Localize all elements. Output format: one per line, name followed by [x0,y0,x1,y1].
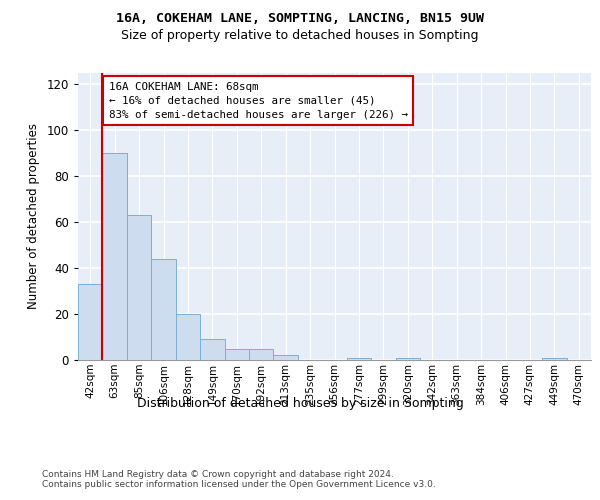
Bar [542,358,566,360]
Bar [274,356,298,360]
Text: 16A COKEHAM LANE: 68sqm
← 16% of detached houses are smaller (45)
83% of semi-de: 16A COKEHAM LANE: 68sqm ← 16% of detache… [109,82,407,120]
Bar [103,153,127,360]
Text: 16A, COKEHAM LANE, SOMPTING, LANCING, BN15 9UW: 16A, COKEHAM LANE, SOMPTING, LANCING, BN… [116,12,484,25]
Text: Distribution of detached houses by size in Sompting: Distribution of detached houses by size … [137,398,463,410]
Bar [127,215,151,360]
Bar [395,358,420,360]
Bar [224,348,249,360]
Y-axis label: Number of detached properties: Number of detached properties [26,123,40,309]
Bar [176,314,200,360]
Text: Size of property relative to detached houses in Sompting: Size of property relative to detached ho… [121,29,479,42]
Bar [347,358,371,360]
Text: Contains HM Land Registry data © Crown copyright and database right 2024.
Contai: Contains HM Land Registry data © Crown c… [42,470,436,490]
Bar [249,348,274,360]
Bar [200,340,224,360]
Bar [151,259,176,360]
Bar [78,284,103,360]
